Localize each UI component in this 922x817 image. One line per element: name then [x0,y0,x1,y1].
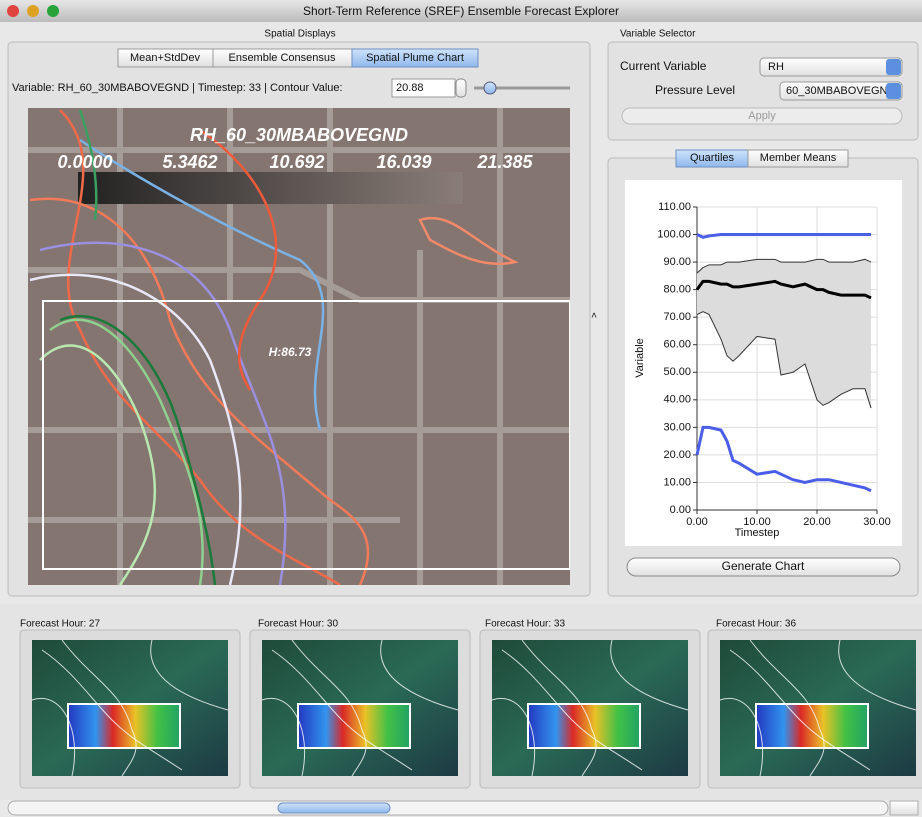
map-annotation: H:86.73 [269,345,312,359]
contours [29,109,519,585]
button-label: Generate Chart [722,559,805,573]
apply-button[interactable] [621,107,903,125]
x-tick-label: 30.00 [863,516,891,528]
panel-heading: Variable Selector [620,29,696,40]
dropdown-value: RH [768,61,784,73]
thumbnail[interactable] [491,639,689,777]
close-button[interactable] [7,5,19,17]
thumbnail-region [527,703,641,749]
stepper[interactable] [455,78,467,98]
region-box [42,300,570,570]
thumbnail-region [297,703,411,749]
tab-selected[interactable] [351,48,479,68]
quartile-band [697,259,871,409]
x-tick-label: 10.00 [743,516,771,528]
field-label: Current Variable [620,59,707,73]
button-label: Apply [748,110,776,122]
tab-label: Spatial Plume Chart [366,52,464,64]
thumbnail-label: Forecast Hour: 33 [485,619,565,630]
scale-label: 16.039 [376,152,431,172]
thumbnail-contours [491,639,689,777]
info-text: Variable: RH_60_30MBABOVEGND | Timestep:… [12,82,343,94]
scale-label: 0.0000 [57,152,112,172]
x-tick-label: 0.00 [686,516,707,528]
x-axis-label: Timestep [735,527,780,539]
tab[interactable] [747,149,849,168]
zoom-button[interactable] [47,5,59,17]
scale-label: 10.692 [269,152,324,172]
dropdown[interactable] [779,81,903,101]
thumbnail-region [67,703,181,749]
y-tick-label: 40.00 [663,394,691,406]
dropdown-arrow [886,59,901,75]
dropdown-arrow [886,83,901,99]
y-tick-label: 100.00 [657,228,691,240]
thumbnail-heat [756,704,868,748]
thumbnail-region [755,703,869,749]
y-axis-label: Variable [634,338,646,378]
y-tick-label: 10.00 [663,476,691,488]
title-bar [0,0,922,22]
series-line [695,279,872,300]
series-line [696,311,872,409]
scroll-arrows[interactable] [889,800,919,816]
tab-label: Quartiles [690,152,735,164]
window-title: Short-Term Reference (SREF) Ensemble For… [303,4,619,18]
thumbnail-contours [719,639,917,777]
y-tick-label: 0.00 [670,504,691,516]
y-tick-label: 20.00 [663,449,691,461]
y-tick-label: 110.00 [658,201,691,213]
y-tick-label: 70.00 [663,311,691,323]
text-input[interactable] [391,78,456,98]
generate-button[interactable] [626,557,901,577]
thumbnail-contours [261,639,459,777]
input-value: 20.88 [396,82,424,94]
scrollbar-track [7,800,889,816]
thumbnail-heat [68,704,180,748]
y-tick-label: 90.00 [663,256,691,268]
thumbnail-label: Forecast Hour: 36 [716,619,796,630]
thumbnail-contours [31,639,229,777]
tab-label: Member Means [760,152,837,164]
series-line [696,258,872,274]
series-line [695,425,872,493]
scrollbar-thumb[interactable] [277,802,391,814]
dropdown[interactable] [759,57,903,77]
thumbnail-heat [528,704,640,748]
dropdown-value: 60_30MBABOVEGND [786,85,895,97]
map: RH_60_30MBABOVEGND 0.0000 5.3462 10.692 … [28,108,570,585]
minimize-button[interactable] [27,5,39,17]
splitter-arrow[interactable]: ˄ [591,311,597,322]
y-tick-label: 50.00 [663,366,691,378]
scale-label: 21.385 [476,152,533,172]
panel-heading: Spatial Displays [264,29,335,40]
map-title: RH_60_30MBABOVEGND [190,125,408,145]
field-label: Pressure Level [655,83,735,97]
thumbnail-heat [298,704,410,748]
thumbnail[interactable] [261,639,459,777]
thumbnail-label: Forecast Hour: 27 [20,619,100,630]
thumbnail-label: Forecast Hour: 30 [258,619,338,630]
y-tick-label: 60.00 [663,339,691,351]
series-line [696,233,871,239]
x-tick-label: 20.00 [803,516,831,528]
tab-label: Mean+StdDev [130,52,201,64]
thumbnail[interactable] [719,639,917,777]
y-tick-label: 30.00 [663,421,691,433]
y-tick-label: 80.00 [663,284,691,296]
scale-label: 5.3462 [162,152,217,172]
color-scale [78,172,463,204]
tab-label: Ensemble Consensus [228,52,336,64]
thumbnail[interactable] [31,639,229,777]
slider-thumb[interactable] [483,81,497,95]
